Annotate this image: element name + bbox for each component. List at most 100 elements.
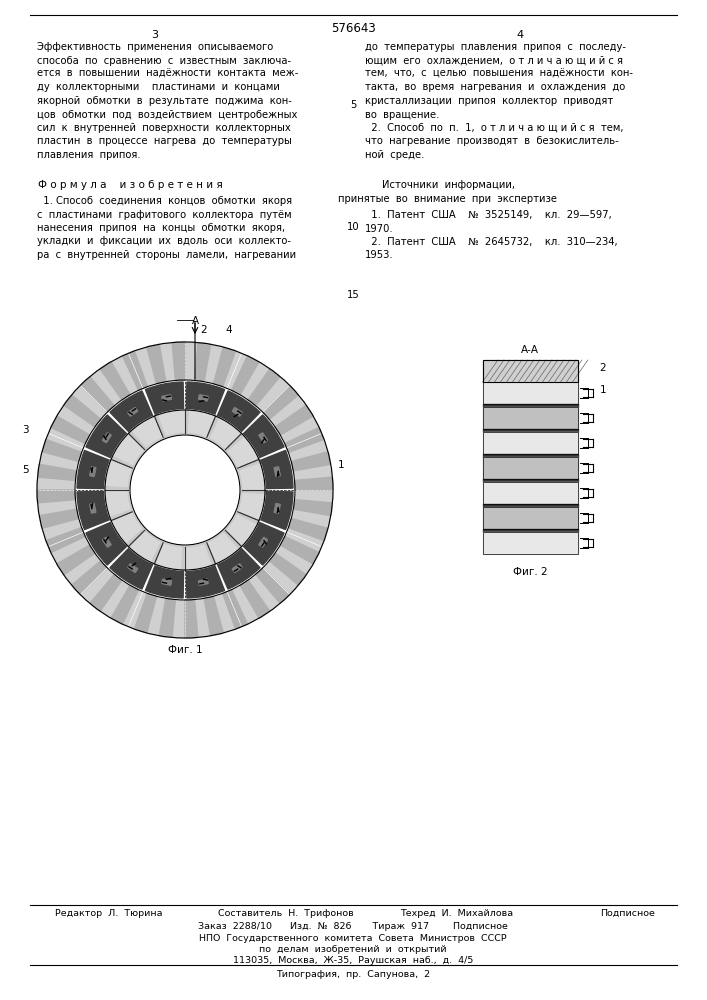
Text: НПО  Государственного  комитета  Совета  Министров  СССР: НПО Государственного комитета Совета Мин…	[199, 934, 507, 943]
Bar	[482, 532, 578, 554]
Bar	[482, 360, 578, 382]
Bar	[482, 532, 578, 554]
Wedge shape	[269, 553, 306, 585]
Text: нанесения  припоя  на  концы  обмотки  якоря,: нанесения припоя на концы обмотки якоря,	[37, 223, 285, 233]
Bar	[482, 507, 578, 529]
Wedge shape	[240, 580, 270, 618]
Text: 1. Способ  соединения  концов  обмотки  якоря: 1. Способ соединения концов обмотки якор…	[37, 196, 292, 206]
Text: сил  к  внутренней  поверхности  коллекторных: сил к внутренней поверхности коллекторны…	[37, 123, 291, 133]
Bar	[162, 579, 172, 585]
Text: 4: 4	[516, 30, 524, 40]
Wedge shape	[111, 512, 141, 543]
Wedge shape	[293, 500, 332, 516]
Wedge shape	[248, 369, 280, 406]
Wedge shape	[243, 522, 284, 565]
Wedge shape	[90, 574, 122, 611]
Text: 2.  Способ  по  п.  1,  о т л и ч а ю щ и й с я  тем,: 2. Способ по п. 1, о т л и ч а ю щ и й с…	[365, 123, 624, 133]
Text: Фиг. 1: Фиг. 1	[168, 645, 202, 655]
Wedge shape	[185, 600, 198, 638]
Bar	[482, 407, 578, 429]
Wedge shape	[64, 395, 100, 427]
Text: 3: 3	[151, 30, 158, 40]
Wedge shape	[259, 491, 293, 530]
Text: Заказ  2288/10      Изд.  №  826       Тираж  917        Подписное: Заказ 2288/10 Изд. № 826 Тираж 917 Подпи…	[198, 922, 508, 931]
Bar	[482, 360, 578, 382]
Bar	[90, 503, 96, 513]
Wedge shape	[71, 561, 107, 595]
Wedge shape	[146, 564, 184, 598]
Text: 10: 10	[346, 222, 359, 232]
Bar	[482, 457, 578, 479]
Bar	[199, 395, 208, 401]
Bar	[482, 507, 578, 529]
Wedge shape	[42, 439, 81, 462]
Text: с  пластинами  графитового  коллектора  путём: с пластинами графитового коллектора путё…	[37, 210, 291, 220]
Wedge shape	[105, 490, 130, 516]
Wedge shape	[86, 415, 127, 458]
Wedge shape	[295, 477, 333, 490]
Bar	[199, 579, 208, 585]
Bar	[482, 504, 578, 507]
Wedge shape	[187, 564, 225, 598]
Wedge shape	[207, 533, 238, 564]
Text: что  нагревание  производят  в  безокислитель-: что нагревание производят в безокислител…	[365, 136, 619, 146]
Wedge shape	[134, 593, 156, 633]
Text: 2: 2	[600, 363, 606, 373]
Wedge shape	[113, 433, 144, 465]
Wedge shape	[238, 493, 265, 521]
Text: 2.  Патент  США    №  2645732,    кл.  310—234,: 2. Патент США № 2645732, кл. 310—234,	[365, 237, 618, 247]
Bar	[259, 433, 267, 443]
Bar	[274, 467, 280, 477]
Text: Подписное: Подписное	[600, 909, 655, 918]
Text: цов  обмотки  под  воздействием  центробежных: цов обмотки под воздействием центробежны…	[37, 109, 298, 119]
Wedge shape	[214, 347, 235, 387]
Wedge shape	[240, 464, 265, 490]
Wedge shape	[77, 450, 110, 489]
Text: ющим  его  охлаждением,  о т л и ч а ю щ и й с я: ющим его охлаждением, о т л и ч а ю щ и …	[365, 55, 623, 66]
Wedge shape	[100, 362, 130, 400]
Wedge shape	[187, 382, 225, 416]
Circle shape	[37, 342, 333, 638]
Wedge shape	[223, 590, 247, 629]
Text: 1: 1	[600, 385, 606, 395]
Circle shape	[75, 380, 295, 600]
Bar	[482, 479, 578, 482]
Bar	[103, 537, 111, 547]
Wedge shape	[288, 518, 328, 541]
Text: во  вращение.: во вращение.	[365, 109, 439, 119]
Text: Техред  И.  Михайлова: Техред И. Михайлова	[400, 909, 513, 918]
Wedge shape	[132, 416, 163, 447]
Text: 1953.: 1953.	[365, 250, 394, 260]
Bar	[162, 395, 172, 401]
Circle shape	[130, 435, 240, 545]
Wedge shape	[86, 522, 127, 565]
Wedge shape	[122, 351, 147, 390]
Wedge shape	[77, 491, 110, 530]
Bar	[103, 433, 111, 443]
Wedge shape	[185, 545, 211, 570]
Text: Типография,  пр.  Сапунова,  2: Типография, пр. Сапунова, 2	[276, 970, 430, 979]
Wedge shape	[129, 531, 160, 562]
Text: 576643: 576643	[331, 22, 375, 35]
Text: ду  коллекторными    пластинами  и  концами: ду коллекторными пластинами и концами	[37, 83, 280, 93]
Wedge shape	[146, 382, 184, 416]
Text: 1: 1	[338, 460, 344, 470]
Text: такта,  во  время  нагревания  и  охлаждения  до: такта, во время нагревания и охлаждения …	[365, 83, 625, 93]
Wedge shape	[111, 585, 139, 624]
Wedge shape	[37, 490, 76, 503]
Text: A: A	[151, 495, 158, 505]
Text: якорной  обмотки  в  результате  поджима  кон-: якорной обмотки в результате поджима кон…	[37, 96, 292, 106]
Wedge shape	[275, 405, 313, 435]
Text: способа  по  сравнению  с  известным  заключа-: способа по сравнению с известным заключа…	[37, 55, 291, 66]
Wedge shape	[217, 548, 260, 589]
Text: 15: 15	[346, 290, 359, 300]
Bar	[482, 429, 578, 432]
Bar	[482, 457, 578, 479]
Text: Составитель  Н.  Трифонов: Составитель Н. Трифонов	[218, 909, 354, 918]
Bar	[259, 537, 267, 547]
Wedge shape	[46, 528, 86, 553]
Wedge shape	[204, 596, 223, 636]
Wedge shape	[226, 515, 257, 547]
Bar	[482, 407, 578, 429]
Text: Редактор  Л.  Тюрина: Редактор Л. Тюрина	[55, 909, 163, 918]
